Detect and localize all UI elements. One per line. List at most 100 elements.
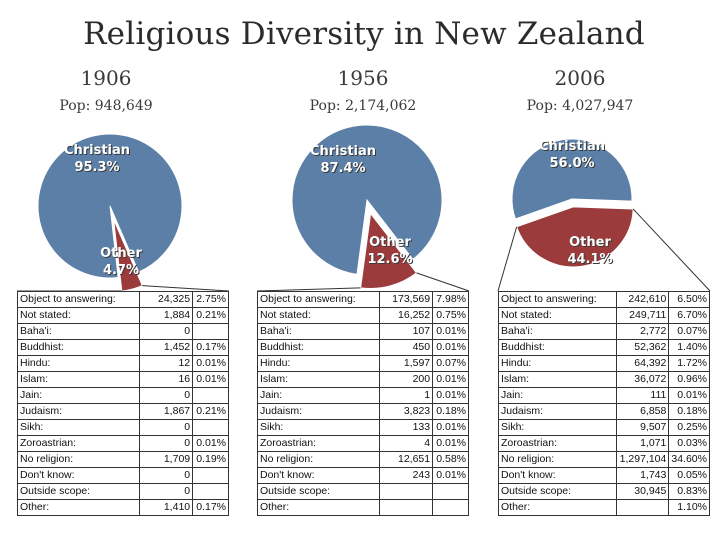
religion-name-cell: Islam: [16,371,141,388]
percent-cell: 0.75% [432,307,469,324]
count-cell: 111 [615,387,670,404]
count-cell [379,499,434,516]
religion-name-cell: Judaism: [498,403,617,420]
pie-label-christian: Christian [310,144,376,159]
percent-cell: 0.19% [192,451,229,468]
percent-cell: 7.98% [432,291,469,308]
religion-name-cell: No religion: [256,451,381,468]
year-1956: 1956 [337,66,389,90]
pie-slice-other-2006 [515,206,634,268]
religion-name-cell: Outside scope: [498,483,617,500]
count-cell: 0 [139,435,194,452]
table-row: Baha'i: 0 [16,323,229,340]
connector-line-2006-0 [632,208,711,292]
religion-name-cell: No religion: [16,451,141,468]
percent-cell: 0.01% [432,435,469,452]
percent-cell: 0.21% [192,403,229,420]
religion-name-cell: Islam: [498,371,617,388]
percent-cell: 0.01% [192,435,229,452]
table-row: Jain: 0 [16,387,229,404]
religion-name-cell: Zoroastrian: [498,435,617,452]
pie-label-shadow: 12.6% [368,253,413,268]
religion-name-cell: Object to answering: [256,291,381,308]
percent-cell: 0.01% [192,371,229,388]
table-row: No religion: 12,651 0.58% [256,451,469,468]
table-row: Other: [256,499,469,516]
count-cell: 1,452 [139,339,194,356]
pie-label-shadow: Christian [540,140,606,155]
percent-cell: 0.18% [432,403,469,420]
table-row: Jain: 111 0.01% [498,387,710,404]
table-row: Not stated: 249,711 6.70% [498,307,710,324]
percent-cell: 6.70% [668,307,710,324]
count-cell: 0 [139,419,194,436]
count-cell: 107 [379,323,434,340]
pie-label-shadow: Other [101,247,143,262]
table-row: No religion: 1,297,104 34.60% [498,451,710,468]
connector-line-1906-0 [142,285,230,292]
percent-cell: 0.05% [668,467,710,484]
pie-value-christian: 87.4% [320,161,365,176]
religion-name-cell: Other: [16,499,141,516]
religion-name-cell: Hindu: [256,355,381,372]
pie-label-shadow: Other [370,236,412,251]
count-cell: 2,772 [615,323,670,340]
table-row: Judaism: 3,823 0.18% [256,403,469,420]
pie-label-other: Other [569,235,611,250]
table-row: Baha'i: 2,772 0.07% [498,323,710,340]
religion-name-cell: Don't know: [16,467,141,484]
table-row: Not stated: 1,884 0.21% [16,307,229,324]
count-cell: 0 [139,387,194,404]
religion-name-cell: Don't know: [256,467,381,484]
pie-label-shadow: Christian [311,145,377,160]
pie-slice-other-1956 [360,212,418,289]
count-cell: 6,858 [615,403,670,420]
count-cell: 1,743 [615,467,670,484]
pie-label-shadow: 87.4% [321,162,366,177]
connector-line-1956-1 [256,287,361,292]
count-cell: 24,325 [139,291,194,308]
pie-label-shadow: Other [570,236,612,251]
count-cell: 12,651 [379,451,434,468]
pie-value-christian: 56.0% [549,156,594,171]
percent-cell: 6.50% [668,291,710,308]
religion-name-cell: Other: [256,499,381,516]
religion-name-cell: Don't know: [498,467,617,484]
pie-value-other: 4.7% [103,263,139,278]
table-row: Outside scope: 30,945 0.83% [498,483,710,500]
percent-cell: 0.17% [192,339,229,356]
pie-label-other: Other [369,235,411,250]
count-cell: 36,072 [615,371,670,388]
count-cell [615,499,670,516]
count-cell: 249,711 [615,307,670,324]
religion-name-cell: Zoroastrian: [256,435,381,452]
pie-label-shadow: 4.7% [104,264,140,279]
connector-line-1956-0 [416,272,470,292]
religion-name-cell: Baha'i: [256,323,381,340]
table-row: Outside scope: [256,483,469,500]
table-row: Sikh: 9,507 0.25% [498,419,710,436]
percent-cell [192,387,229,404]
religion-name-cell: Outside scope: [16,483,141,500]
table-row: Zoroastrian: 0 0.01% [16,435,229,452]
religion-name-cell: Baha'i: [498,323,617,340]
religion-name-cell: Islam: [256,371,381,388]
percent-cell: 1.72% [668,355,710,372]
percent-cell: 0.01% [432,387,469,404]
table-row: Hindu: 1,597 0.07% [256,355,469,372]
table-row: Baha'i: 107 0.01% [256,323,469,340]
percent-cell: 0.83% [668,483,710,500]
count-cell [379,483,434,500]
count-cell: 1 [379,387,434,404]
count-cell: 12 [139,355,194,372]
count-cell: 16,252 [379,307,434,324]
table-row: Zoroastrian: 1,071 0.03% [498,435,710,452]
religion-name-cell: Outside scope: [256,483,381,500]
religion-name-cell: Object to answering: [16,291,141,308]
table-row: Islam: 16 0.01% [16,371,229,388]
count-cell: 1,410 [139,499,194,516]
religion-name-cell: No religion: [498,451,617,468]
count-cell: 200 [379,371,434,388]
population-1906: Pop: 948,649 [59,98,153,114]
